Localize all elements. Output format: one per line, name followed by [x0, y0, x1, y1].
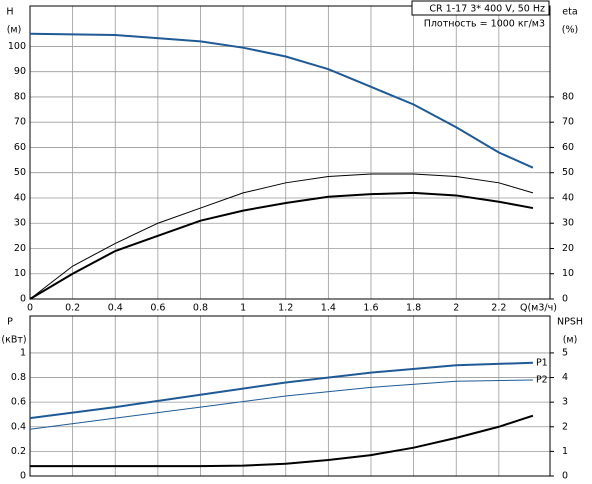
- chart-subtitle: Плотность = 1000 кг/м3: [424, 19, 545, 30]
- chart-title: CR 1-17 3* 400 V, 50 Hz: [429, 4, 545, 15]
- x-tick-label: 1.2: [278, 303, 293, 314]
- y-tick-label: 10: [14, 268, 26, 279]
- y2-tick-label: 0: [562, 294, 568, 305]
- y2-tick-label: 50: [562, 167, 574, 178]
- y2-tick-label: 10: [562, 268, 574, 279]
- y2-tick-label: 60: [562, 142, 574, 153]
- x-axis-label: Q(м3/ч): [520, 303, 557, 314]
- y-tick-label: 20: [14, 243, 26, 254]
- y-tick-label: 0.6: [11, 397, 26, 408]
- info-box: [411, 0, 550, 16]
- x-tick-label: 1.8: [406, 303, 421, 314]
- x-tick-label: 0.6: [150, 303, 165, 314]
- y-tick-label: 80: [14, 91, 26, 102]
- y2-tick-label: 20: [562, 243, 574, 254]
- y2-tick-label: 40: [562, 192, 574, 203]
- y2-axis-unit: (%): [562, 25, 578, 36]
- y-tick-label: 0: [20, 294, 26, 305]
- series-label: P2: [536, 375, 548, 386]
- x-tick-label: 0.2: [65, 303, 80, 314]
- y2-axis-unit: (м): [563, 335, 578, 346]
- y2-tick-label: 4: [562, 372, 568, 383]
- y2-tick-label: 1: [562, 446, 568, 457]
- x-tick-label: 0.4: [108, 303, 123, 314]
- y2-tick-label: 0: [562, 471, 568, 481]
- series-line: [29, 191, 534, 300]
- x-tick-label: 1.6: [363, 303, 378, 314]
- x-tick-label: 1.4: [321, 303, 336, 314]
- y2-tick-label: 2: [562, 421, 568, 432]
- y-tick-label: 70: [14, 117, 26, 128]
- y-axis-label: H: [6, 7, 13, 18]
- y-tick-label: 0.4: [11, 421, 26, 432]
- x-tick-label: 2.2: [491, 303, 506, 314]
- y-tick-label: 0: [20, 471, 26, 481]
- y2-tick-label: 70: [562, 117, 574, 128]
- y-tick-label: 0.8: [11, 372, 26, 383]
- y-tick-label: 50: [14, 167, 26, 178]
- y-tick-label: 1: [20, 347, 26, 358]
- y-tick-label: 0.2: [11, 446, 26, 457]
- y-tick-label: 30: [14, 218, 26, 229]
- y2-tick-label: 30: [562, 218, 574, 229]
- y-axis-unit: (м): [7, 25, 22, 36]
- x-tick-label: 0.8: [193, 303, 208, 314]
- y2-tick-label: 3: [562, 397, 568, 408]
- plot-frame: [29, 5, 551, 300]
- y2-tick-label: 5: [562, 347, 568, 358]
- y-tick-label: 90: [14, 66, 26, 77]
- y2-axis-label: NPSH: [557, 317, 583, 328]
- series-label: P1: [536, 357, 548, 368]
- y-axis-label: P: [7, 317, 13, 328]
- plot-frame: [29, 315, 551, 477]
- y2-axis-label: eta: [562, 7, 577, 18]
- y-tick-label: 60: [14, 142, 26, 153]
- y-tick-label: 40: [14, 192, 26, 203]
- y-axis-unit: (кВт): [1, 335, 26, 346]
- x-tick-label: 0: [27, 303, 33, 314]
- series-line: [29, 379, 533, 430]
- series-line: [29, 32, 534, 169]
- series-line: [29, 173, 534, 300]
- series-line: [30, 414, 534, 468]
- y-tick-label: 100: [8, 41, 26, 52]
- y2-tick-label: 80: [562, 91, 574, 102]
- x-tick-label: 1: [240, 303, 246, 314]
- x-tick-label: 2: [453, 303, 459, 314]
- series-line: [29, 361, 533, 420]
